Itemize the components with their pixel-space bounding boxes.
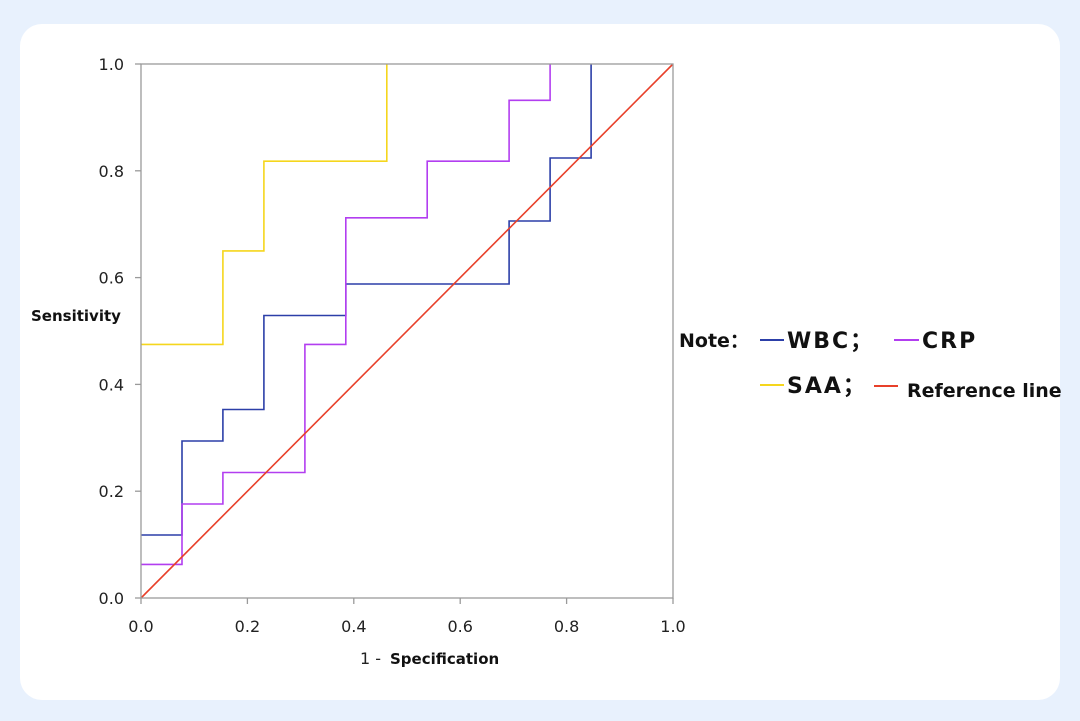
legend-label-reference: Reference line — [907, 380, 1062, 402]
y-tick-label: 0.6 — [99, 269, 124, 288]
x-axis-label-prefix: 1 - — [360, 649, 381, 668]
tick-layer: 0.0 0.2 0.4 0.6 0.8 1.0 0.0 0.2 0.4 0.6 0.8 1.0 — [99, 55, 686, 636]
x-tick-label: 1.0 — [660, 617, 685, 636]
plot-frame — [140, 63, 674, 599]
series-line-wbc — [141, 64, 592, 536]
legend-note-label: Note： — [679, 330, 749, 352]
x-tick-label: 0.6 — [447, 617, 472, 636]
y-axis-label: Sensitivity — [31, 307, 121, 325]
legend: Note： WBC； CRP SAA； Reference line — [679, 329, 1062, 402]
y-tick-label: 0.8 — [99, 162, 124, 181]
x-tick-label: 0.2 — [235, 617, 260, 636]
series-layer — [140, 63, 674, 599]
series-line-crp — [141, 64, 551, 566]
x-tick-label: 0.4 — [341, 617, 366, 636]
x-tick-label: 0.8 — [554, 617, 579, 636]
y-tick-label: 1.0 — [99, 55, 124, 74]
y-tick-label: 0.0 — [99, 589, 124, 608]
legend-label-wbc: WBC； — [787, 329, 874, 354]
series-line-saa — [141, 64, 388, 346]
y-tick-label: 0.2 — [99, 482, 124, 501]
y-tick-label: 0.4 — [99, 375, 124, 394]
x-tick-label: 0.0 — [128, 617, 153, 636]
legend-label-saa: SAA； — [787, 374, 867, 399]
x-axis-label: Specification — [390, 650, 499, 668]
series-line-reference-line — [140, 63, 674, 599]
chart-card — [20, 24, 1060, 700]
legend-label-crp: CRP — [922, 329, 977, 354]
